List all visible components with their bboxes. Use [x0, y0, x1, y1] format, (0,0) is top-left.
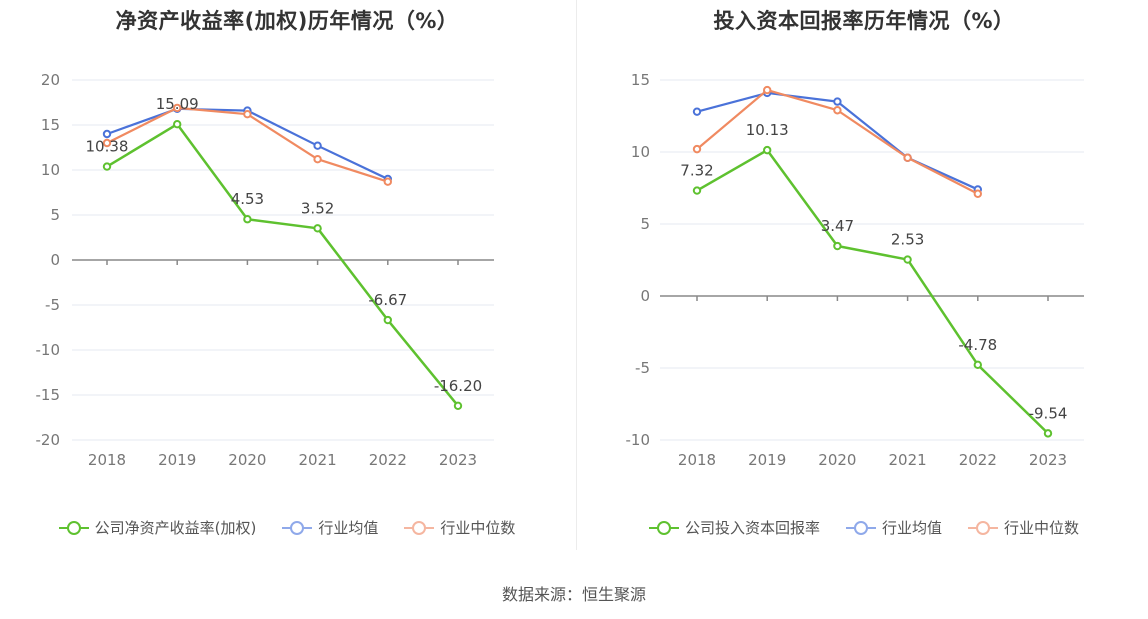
- legend-marker-icon: [404, 520, 435, 536]
- data-label: -16.20: [434, 377, 482, 395]
- legend-item-industry-median[interactable]: 行业中位数: [404, 517, 515, 538]
- data-point-industry-median: [763, 85, 772, 95]
- data-label: 10.13: [746, 121, 789, 139]
- y-tick-label: -10: [626, 431, 651, 449]
- x-tick-label: 2020: [228, 451, 266, 469]
- y-tick-label: -15: [36, 386, 61, 404]
- data-point-industry-mean: [102, 129, 112, 139]
- data-point-industry-mean: [692, 107, 702, 116]
- legend-marker-icon: [648, 520, 679, 536]
- data-point-company: [973, 360, 982, 370]
- data-label: 3.47: [821, 217, 854, 235]
- y-tick-label: 5: [50, 206, 60, 224]
- legend-label: 行业中位数: [1004, 519, 1080, 537]
- y-tick-label: -10: [36, 341, 61, 359]
- x-tick-label: 2022: [369, 451, 407, 469]
- x-tick-label: 2018: [678, 451, 716, 469]
- x-tick-label: 2021: [299, 451, 337, 469]
- y-tick-label: 5: [640, 215, 650, 233]
- data-point-industry-median: [383, 177, 392, 186]
- data-label: -4.78: [958, 336, 997, 354]
- legend-item-company[interactable]: 公司净资产收益率(加权): [58, 517, 257, 538]
- y-tick-label: -20: [36, 431, 61, 449]
- panel-divider: [576, 0, 577, 550]
- data-point-industry-median: [173, 103, 182, 113]
- data-point-industry-median: [903, 153, 912, 162]
- data-label: 3.52: [301, 199, 334, 217]
- y-tick-label: 0: [640, 287, 650, 305]
- legend-label: 行业均值: [881, 519, 942, 537]
- data-label: 7.32: [680, 162, 713, 180]
- roic-chart-panel: 投入资本回报率历年情况（%） -10 -5 0 5 10 15 2018 2019 2020 20…: [577, 0, 1148, 560]
- x-tick-label: 2022: [959, 451, 997, 469]
- data-point-company: [383, 315, 392, 325]
- y-tick-label: 20: [41, 71, 60, 89]
- data-point-company: [313, 224, 322, 233]
- data-point-industry-median: [313, 155, 322, 164]
- data-source-note: 数据来源：恒生聚源: [501, 585, 646, 604]
- legend-label: 行业均值: [318, 519, 379, 537]
- data-label: 15.09: [156, 95, 199, 113]
- data-point-industry-median: [102, 138, 112, 148]
- data-point-industry-mean: [313, 141, 322, 150]
- legend-item-industry-mean[interactable]: 行业均值: [282, 517, 378, 538]
- data-point-company: [692, 186, 702, 195]
- x-tick-label: 2023: [439, 451, 477, 469]
- data-point-company: [102, 162, 112, 171]
- legend-label: 公司净资产收益率(加权): [94, 519, 257, 537]
- data-point-industry-median: [692, 144, 702, 154]
- data-label: 10.38: [86, 138, 129, 156]
- data-label: -9.54: [1029, 404, 1068, 422]
- data-label: 4.53: [231, 190, 264, 208]
- legend-item-industry-mean[interactable]: 行业均值: [845, 517, 942, 538]
- y-tick-label: 10: [41, 161, 60, 179]
- chart-title: 净资产收益率(加权)历年情况（%）: [115, 9, 459, 33]
- chart-title: 投入资本回报率历年情况（%）: [713, 9, 1015, 33]
- legend-label: 公司投入资本回报率: [684, 519, 820, 537]
- y-tick-label: -5: [45, 296, 60, 314]
- x-tick-label: 2019: [158, 451, 196, 469]
- data-point-company: [453, 401, 463, 410]
- x-tick-label: 2023: [1029, 451, 1067, 469]
- data-point-industry-median: [243, 110, 252, 119]
- roic-line-chart: -10 -5 0 5 10 15 2018 2019 2020 2021 2022 2023 7.32 1…: [626, 71, 1084, 469]
- data-point-company: [173, 119, 182, 129]
- legend-item-company[interactable]: 公司投入资本回报率: [648, 517, 820, 538]
- legend-label: 行业中位数: [440, 519, 516, 537]
- y-tick-label: 15: [41, 116, 60, 134]
- data-point-company: [763, 145, 772, 155]
- data-point-company: [833, 241, 842, 251]
- data-point-company: [903, 255, 912, 264]
- data-point-company: [243, 215, 252, 224]
- x-tick-label: 2021: [889, 451, 927, 469]
- y-tick-label: 10: [631, 143, 650, 161]
- legend-marker-icon: [58, 520, 89, 536]
- data-point-industry-median: [833, 106, 842, 115]
- data-point-industry-mean: [833, 97, 842, 106]
- y-tick-label: 15: [631, 71, 650, 89]
- series-line-company: [696, 148, 1049, 435]
- legend-marker-icon: [845, 520, 876, 536]
- x-tick-label: 2018: [88, 451, 126, 469]
- y-tick-label: -5: [635, 359, 650, 377]
- legend-marker-icon: [968, 520, 998, 536]
- y-tick-label: 0: [50, 251, 60, 269]
- legend-marker-icon: [282, 520, 313, 536]
- data-point-company: [1043, 429, 1053, 438]
- x-tick-label: 2020: [818, 451, 856, 469]
- series-line-company: [106, 122, 459, 407]
- x-tick-label: 2019: [748, 451, 786, 469]
- chart-legend: 公司净资产收益率(加权) 行业均值 行业中位数: [0, 517, 574, 538]
- roe-chart-panel: 净资产收益率(加权)历年情况（%） -20 -15 -10 -5 0 5 10 15 20 201…: [0, 0, 574, 560]
- chart-legend: 公司投入资本回报率 行业均值 行业中位数: [577, 517, 1148, 538]
- legend-item-industry-median[interactable]: 行业中位数: [968, 517, 1079, 538]
- data-point-industry-median: [973, 189, 982, 198]
- data-label: -6.67: [368, 291, 407, 309]
- roe-line-chart: -20 -15 -10 -5 0 5 10 15 20 2018 2019 2020 2021 2022 2…: [36, 71, 494, 469]
- data-label: 2.53: [891, 231, 924, 249]
